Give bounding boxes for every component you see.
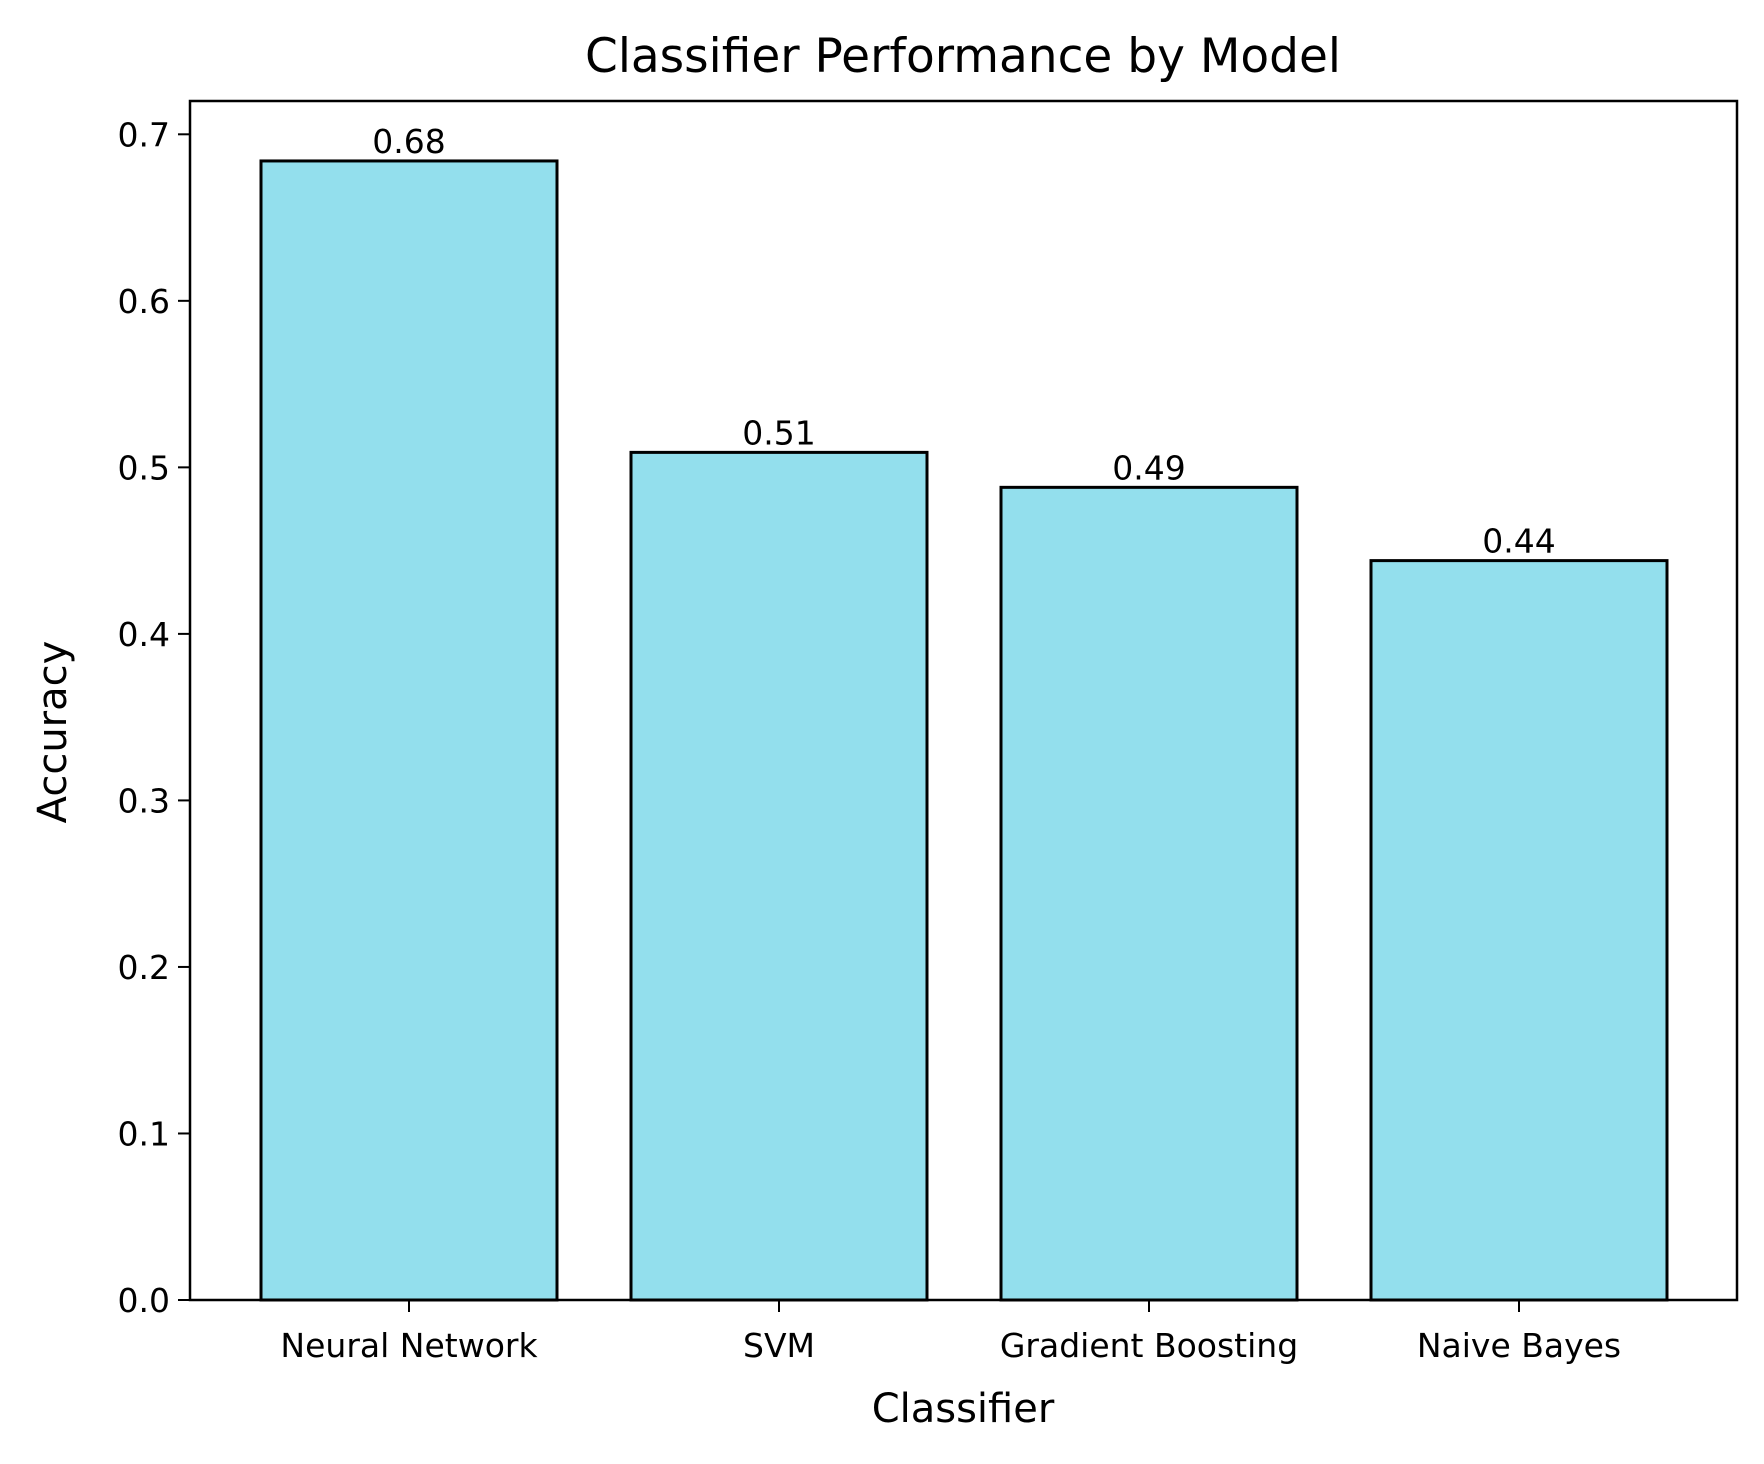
bar-neural-network: [259, 159, 559, 1302]
x-tick-label: SVM: [743, 1326, 815, 1365]
x-axis-title: Classifier: [872, 1386, 1055, 1432]
y-tick-label: 0.7: [118, 115, 170, 154]
y-tick-label: 0.1: [118, 1114, 170, 1153]
data-label: 0.68: [372, 122, 445, 161]
bar-naive-bayes: [1369, 559, 1669, 1302]
plot-frame: [188, 99, 1739, 1302]
y-tick-label: 0.5: [118, 448, 170, 487]
y-axis-title: Accuracy: [30, 641, 76, 824]
x-tick-label: Naive Bayes: [1417, 1326, 1621, 1365]
data-label: 0.51: [742, 413, 815, 452]
plot-area: 0.68 Neural Network 0.51 SVM 0.49 Gradient Bo…: [118, 99, 1739, 1365]
bar-gradient-boosting: [999, 485, 1299, 1302]
x-tick-label: Neural Network: [280, 1326, 538, 1365]
x-tick-label: Gradient Boosting: [1000, 1326, 1298, 1365]
chart-title: Classifier Performance by Model: [585, 29, 1341, 84]
data-label: 0.49: [1112, 448, 1185, 487]
y-tick-label: 0.2: [118, 948, 170, 987]
y-tick-label: 0.0: [118, 1281, 170, 1320]
y-tick-label: 0.4: [118, 615, 170, 654]
data-label: 0.44: [1482, 522, 1555, 561]
bar-svm: [629, 450, 929, 1302]
y-tick-label: 0.6: [118, 282, 170, 321]
y-tick-label: 0.3: [118, 781, 170, 820]
